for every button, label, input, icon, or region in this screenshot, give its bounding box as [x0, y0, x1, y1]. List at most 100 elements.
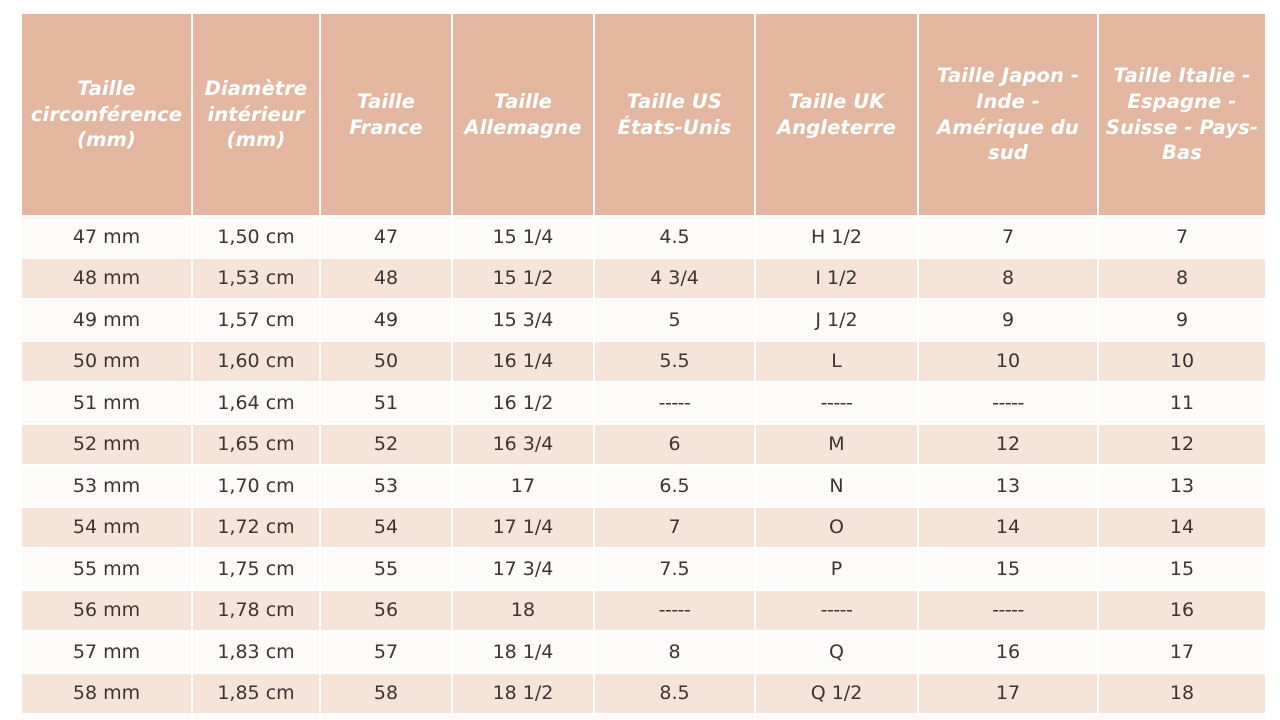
- table-cell: 12: [1098, 423, 1265, 466]
- table-cell: 17: [452, 465, 595, 508]
- table-row: 52 mm 1,65 cm 52 16 3/4 6 M 12 12: [22, 423, 1265, 466]
- table-cell: 10: [1098, 340, 1265, 383]
- table-cell: 59 mm: [22, 714, 193, 720]
- table-cell: 50: [320, 340, 453, 383]
- table-cell: 15: [1098, 548, 1265, 591]
- table-cell: 15 3/4: [452, 299, 595, 342]
- table-cell: 52 mm: [22, 423, 193, 466]
- table-cell: 16 1/4: [452, 340, 595, 383]
- table-row: 54 mm 1,72 cm 54 17 1/4 7 O 14 14: [22, 506, 1265, 549]
- table-cell: 48 mm: [22, 257, 193, 300]
- table-cell: 9: [918, 299, 1099, 342]
- table-cell: 7.5: [594, 548, 756, 591]
- table-cell: 49: [320, 299, 453, 342]
- column-header-circumference: Taille circonférence (mm): [22, 14, 193, 217]
- column-header-france: Taille France: [320, 14, 453, 217]
- table-cell: I 1/2: [755, 257, 919, 300]
- table-cell: 55 mm: [22, 548, 193, 591]
- table-cell: 18 1/2: [452, 672, 595, 715]
- table-cell: -----: [918, 714, 1099, 720]
- table-row: 59 mm1,90 cm5919-----R-----19: [22, 714, 1265, 720]
- table-cell: 5.5: [594, 340, 756, 383]
- table-cell: 53 mm: [22, 465, 193, 508]
- table-cell: 1,85 cm: [192, 672, 321, 715]
- table-cell: 7: [1098, 216, 1265, 259]
- table-cell: 8: [1098, 257, 1265, 300]
- table-cell: 19: [1098, 714, 1265, 720]
- table-cell: 1,65 cm: [192, 423, 321, 466]
- table-cell: 8: [918, 257, 1099, 300]
- table-cell: 51 mm: [22, 382, 193, 425]
- table-cell: -----: [755, 382, 919, 425]
- table-body: 47 mm 1,50 cm 47 15 1/4 4.5 H 1/2 7 7 48 mm 1,53 …: [22, 216, 1265, 720]
- table-cell: -----: [755, 589, 919, 632]
- column-header-japan-india-south-america: Taille Japon - Inde - Amérique du sud: [918, 14, 1099, 217]
- table-cell: 15 1/4: [452, 216, 595, 259]
- table-cell: 1,90 cm: [192, 714, 321, 720]
- column-header-italy-spain-switzerland-netherlands: Taille Italie - Espagne - Suisse - Pays-…: [1098, 14, 1265, 217]
- table-cell: 58 mm: [22, 672, 193, 715]
- table-row: 57 mm 1,83 cm 57 18 1/4 8 Q 16 17: [22, 631, 1265, 674]
- table-row: 55 mm 1,75 cm 55 17 3/4 7.5 P 15 15: [22, 548, 1265, 591]
- table-cell: 18 1/4: [452, 631, 595, 674]
- table-cell: 1,78 cm: [192, 589, 321, 632]
- table-cell: 1,53 cm: [192, 257, 321, 300]
- table-row: 56 mm 1,78 cm 56 18 ----- ----- ----- 16: [22, 589, 1265, 632]
- header-row: Taille circonférence (mm) Diamètre intér…: [22, 14, 1265, 217]
- table-cell: 54: [320, 506, 453, 549]
- table-cell: 1,70 cm: [192, 465, 321, 508]
- table-cell: 7: [594, 506, 756, 549]
- table-cell: L: [755, 340, 919, 383]
- table-row: 58 mm 1,85 cm 58 18 1/2 8.5 Q 1/2 17 18: [22, 672, 1265, 715]
- table-cell: 13: [918, 465, 1099, 508]
- table-cell: 15 1/2: [452, 257, 595, 300]
- table-cell: 54 mm: [22, 506, 193, 549]
- table-cell: 1,72 cm: [192, 506, 321, 549]
- table-row: 53 mm 1,70 cm 53 17 6.5 N 13 13: [22, 465, 1265, 508]
- column-header-uk: Taille UK Angleterre: [755, 14, 919, 217]
- table-cell: O: [755, 506, 919, 549]
- table-cell: Q: [755, 631, 919, 674]
- table-cell: 50 mm: [22, 340, 193, 383]
- ring-size-conversion-table: Taille circonférence (mm) Diamètre intér…: [22, 14, 1265, 720]
- table-cell: -----: [594, 714, 756, 720]
- table-cell: 5: [594, 299, 756, 342]
- column-header-us: Taille US États-Unis: [594, 14, 756, 217]
- table-cell: 47 mm: [22, 216, 193, 259]
- table-cell: 11: [1098, 382, 1265, 425]
- table-cell: 49 mm: [22, 299, 193, 342]
- table-cell: -----: [918, 382, 1099, 425]
- column-header-inner-diameter: Diamètre intérieur (mm): [192, 14, 321, 217]
- table-cell: 8: [594, 631, 756, 674]
- table-cell: 14: [1098, 506, 1265, 549]
- table-cell: H 1/2: [755, 216, 919, 259]
- table-cell: M: [755, 423, 919, 466]
- table-cell: 16: [1098, 589, 1265, 632]
- table-cell: 6.5: [594, 465, 756, 508]
- table-cell: 18: [1098, 672, 1265, 715]
- table-cell: 19: [452, 714, 595, 720]
- table-cell: J 1/2: [755, 299, 919, 342]
- table-cell: 16 3/4: [452, 423, 595, 466]
- table-cell: 17 1/4: [452, 506, 595, 549]
- table-cell: 55: [320, 548, 453, 591]
- table-cell: 51: [320, 382, 453, 425]
- table-cell: 59: [320, 714, 453, 720]
- table-header: Taille circonférence (mm) Diamètre intér…: [22, 14, 1265, 217]
- table-cell: -----: [594, 589, 756, 632]
- table-cell: 16 1/2: [452, 382, 595, 425]
- table-cell: 17 3/4: [452, 548, 595, 591]
- table-cell: Q 1/2: [755, 672, 919, 715]
- table-row: 51 mm 1,64 cm 51 16 1/2 ----- ----- ----- 11: [22, 382, 1265, 425]
- table-row: 49 mm 1,57 cm 49 15 3/4 5 J 1/2 9 9: [22, 299, 1265, 342]
- table-cell: 58: [320, 672, 453, 715]
- table-cell: 4 3/4: [594, 257, 756, 300]
- table-cell: 13: [1098, 465, 1265, 508]
- table-cell: 12: [918, 423, 1099, 466]
- table-cell: 53: [320, 465, 453, 508]
- table-cell: 57: [320, 631, 453, 674]
- table-cell: -----: [594, 382, 756, 425]
- table-cell: 17: [918, 672, 1099, 715]
- table-cell: 52: [320, 423, 453, 466]
